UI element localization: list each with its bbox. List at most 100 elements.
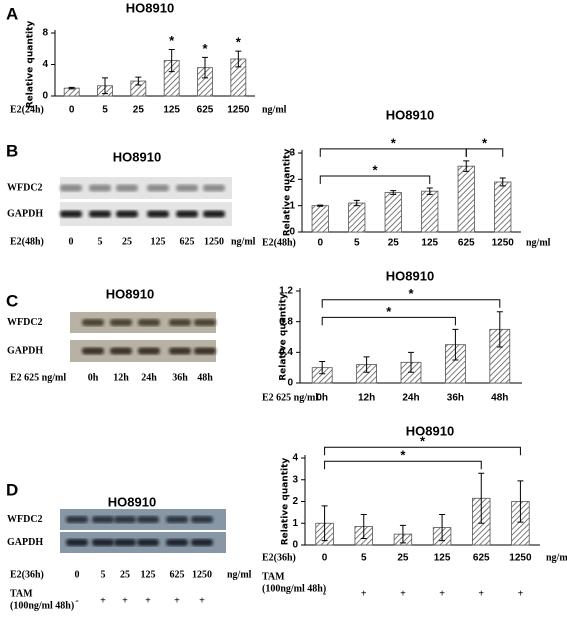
blot-band (166, 539, 188, 546)
treatment-sign: + (199, 595, 205, 606)
treatment-sign: + (400, 588, 406, 599)
bar (494, 181, 512, 233)
y-tick-label: 0.4 (279, 347, 293, 358)
x-tick-label: 24h (402, 393, 419, 404)
x-tick-label: 5 (102, 105, 108, 116)
x-prefix: E2 625 ng/ml (262, 392, 318, 403)
y-tick-label: 8 (42, 28, 48, 39)
x-unit: ng/ml (231, 236, 256, 247)
x-tick-label: 125 (434, 553, 451, 564)
y-axis-label: Relative quantity (279, 293, 289, 381)
treatment-sign: + (361, 588, 367, 599)
significance-mark: * (372, 162, 378, 177)
treatment-sign: - (323, 588, 326, 599)
error-bar (408, 351, 414, 373)
lane-label: 5 (98, 236, 103, 247)
lane-label: 0 (69, 236, 74, 247)
blot-band (60, 184, 82, 192)
lane-label: 1250 (192, 569, 212, 580)
chart-title: HO8910 (386, 107, 434, 122)
significance-bracket (324, 460, 482, 470)
lane-label: 12h (113, 372, 129, 383)
error-bar (135, 76, 142, 86)
blot-row-label: GAPDH (7, 345, 43, 356)
blot-band (191, 539, 213, 546)
x-tick-label: 1250 (227, 105, 250, 116)
blot-band (66, 516, 88, 523)
x-tick-label: 0h (316, 393, 328, 404)
error-bar (496, 311, 503, 348)
x-tick-label: 1250 (509, 553, 532, 564)
blot-row-label: WFDC2 (7, 182, 43, 193)
x-tick-label: 625 (473, 553, 490, 564)
x-tick-label: 5 (354, 238, 360, 249)
y-tick-label: 0.8 (279, 316, 293, 327)
treatment-label: (100ng/ml 48h) (262, 583, 326, 594)
lane-label: 25 (122, 236, 132, 247)
lane-label: 36h (172, 372, 188, 383)
error-bar (363, 356, 370, 373)
significance-mark: * (391, 135, 397, 150)
blot-row-label: GAPDH (7, 208, 43, 219)
blot-row-label: GAPDH (7, 537, 43, 548)
blot-band (82, 319, 104, 326)
x-tick-label: 1250 (492, 238, 515, 249)
bar (421, 190, 439, 233)
error-bar (399, 524, 406, 544)
x-tick-label: 0 (322, 553, 328, 564)
x-unit: ng/ml (262, 104, 287, 115)
blot-band (137, 516, 159, 523)
bar (348, 202, 366, 233)
y-tick-label: 4 (292, 453, 298, 464)
blot-band (176, 184, 198, 192)
x-tick-label: 36h (447, 393, 464, 404)
lane-label: 24h (141, 372, 157, 383)
blot-band (92, 539, 114, 546)
y-tick-label: 1 (289, 200, 295, 211)
lane-label: 0h (88, 372, 99, 383)
treatment-sign: + (145, 595, 151, 606)
blot-band (194, 319, 216, 326)
error-bar (235, 50, 242, 68)
treatment-sign: + (174, 595, 180, 606)
significance-mark: * (236, 35, 242, 50)
panel-label: A (6, 4, 18, 23)
bar (311, 205, 329, 233)
lane-label: 125 (151, 236, 166, 247)
y-tick-label: 2 (289, 174, 295, 185)
error-bar (499, 177, 506, 187)
treatment-sign: + (122, 595, 128, 606)
blot-band (203, 210, 225, 218)
blot-row-label: WFDC2 (7, 317, 43, 328)
treatment-sign: - (75, 595, 78, 606)
lane-label: 625 (180, 236, 195, 247)
blot-band (92, 516, 114, 523)
error-bar (517, 480, 524, 523)
lane-label: 0 (75, 569, 80, 580)
x-tick-label: 0 (69, 105, 75, 116)
error-bar (426, 187, 433, 195)
x-tick-label: 12h (358, 393, 375, 404)
error-bar (353, 199, 360, 207)
error-bar (478, 472, 485, 524)
y-axis-label: Relative quantity (281, 458, 291, 546)
y-tick-label: 1.2 (279, 286, 293, 297)
x-prefix: E2(24h) (10, 104, 44, 115)
blot-band (110, 347, 132, 355)
blot-band (147, 210, 169, 218)
panel-label: D (6, 480, 18, 499)
y-tick-label: 2 (292, 496, 298, 507)
blot-strip (60, 177, 232, 199)
blot-band (116, 184, 138, 192)
error-bar (168, 49, 175, 73)
error-bar (317, 204, 324, 207)
blot-band (138, 347, 160, 355)
x-tick-label: 48h (491, 393, 508, 404)
blot-band (191, 516, 213, 523)
blot-band (166, 516, 188, 523)
treatment-sign: + (518, 588, 524, 599)
chart-title: HO8910 (406, 423, 454, 438)
y-tick-label: 4 (42, 59, 48, 70)
blot-band (137, 539, 159, 546)
blot-band (110, 319, 132, 326)
